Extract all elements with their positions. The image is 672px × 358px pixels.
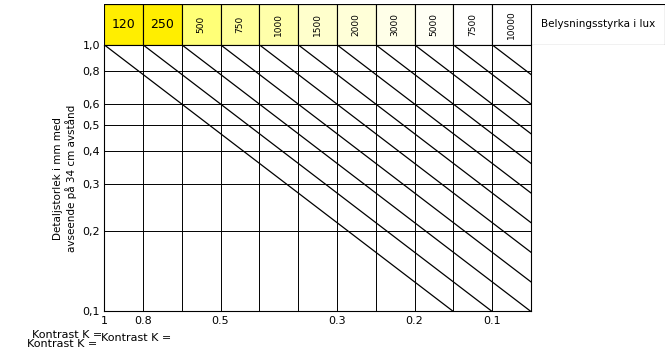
Text: 1500: 1500 <box>313 13 322 36</box>
Bar <box>181 4 220 45</box>
Bar <box>454 4 492 45</box>
Text: Kontrast K =: Kontrast K = <box>101 333 171 343</box>
Text: Belysningsstyrka i lux: Belysningsstyrka i lux <box>541 19 655 29</box>
Bar <box>337 4 376 45</box>
Text: 250: 250 <box>151 18 174 31</box>
Bar <box>143 4 181 45</box>
Text: 5000: 5000 <box>429 13 438 36</box>
Bar <box>376 4 415 45</box>
Text: 120: 120 <box>112 18 136 31</box>
Text: Kontrast K =: Kontrast K = <box>27 339 97 349</box>
Text: Kontrast K =: Kontrast K = <box>32 330 102 340</box>
Bar <box>492 4 531 45</box>
Text: 3000: 3000 <box>390 13 400 36</box>
Text: 2000: 2000 <box>352 13 361 35</box>
Bar <box>415 4 454 45</box>
Bar <box>104 4 143 45</box>
Bar <box>298 4 337 45</box>
Text: 7500: 7500 <box>468 13 477 36</box>
Y-axis label: Detaljstorlek i mm med
avseende på 34 cm avstånd: Detaljstorlek i mm med avseende på 34 cm… <box>53 105 77 252</box>
Text: 750: 750 <box>235 15 245 33</box>
Text: 10000: 10000 <box>507 10 516 39</box>
Bar <box>259 4 298 45</box>
Text: 500: 500 <box>197 15 206 33</box>
FancyBboxPatch shape <box>531 4 665 45</box>
Bar <box>220 4 259 45</box>
Text: 1000: 1000 <box>274 13 283 36</box>
